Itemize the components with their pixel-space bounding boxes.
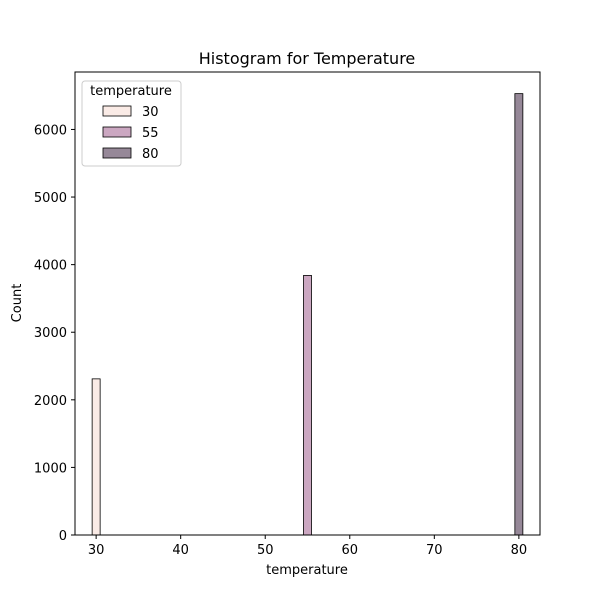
x-tick-label: 30 (88, 543, 105, 558)
legend-frame (81, 80, 182, 167)
legend-label-80: 80 (142, 147, 159, 162)
legend-swatch-80 (102, 147, 132, 159)
y-tick-label: 1000 (34, 461, 67, 476)
bar-55 (303, 275, 312, 536)
y-tick-label: 6000 (34, 123, 67, 138)
y-tick-label: 4000 (34, 259, 67, 274)
plot-frame (74, 71, 541, 536)
bar-80 (514, 93, 524, 536)
x-tick-label: 60 (341, 543, 358, 558)
legend-swatch-30 (102, 105, 132, 117)
chart-title: Histogram for Temperature (199, 49, 416, 68)
x-tick-label: 70 (426, 543, 443, 558)
legend-label-30: 30 (142, 105, 159, 120)
axes-layer: 30 40 50 60 70 80 0 1000 2000 3000 4000 5000 6000 (34, 71, 541, 558)
x-tick-label: 50 (257, 543, 274, 558)
bar-30 (91, 378, 101, 536)
y-axis-label: Count (10, 284, 25, 323)
y-tick-label: 0 (59, 529, 67, 544)
legend-swatch-55 (102, 126, 132, 138)
x-axis-label: temperature (266, 563, 348, 578)
x-tick-label: 40 (172, 543, 189, 558)
y-tick-label: 3000 (34, 326, 67, 341)
y-tick-label: 5000 (34, 191, 67, 206)
legend-label-55: 55 (142, 126, 159, 141)
y-tick-label: 2000 (34, 394, 67, 409)
legend-title: temperature (90, 84, 172, 99)
x-tick-label: 80 (511, 543, 528, 558)
legend: temperature 30 55 80 (81, 80, 182, 167)
